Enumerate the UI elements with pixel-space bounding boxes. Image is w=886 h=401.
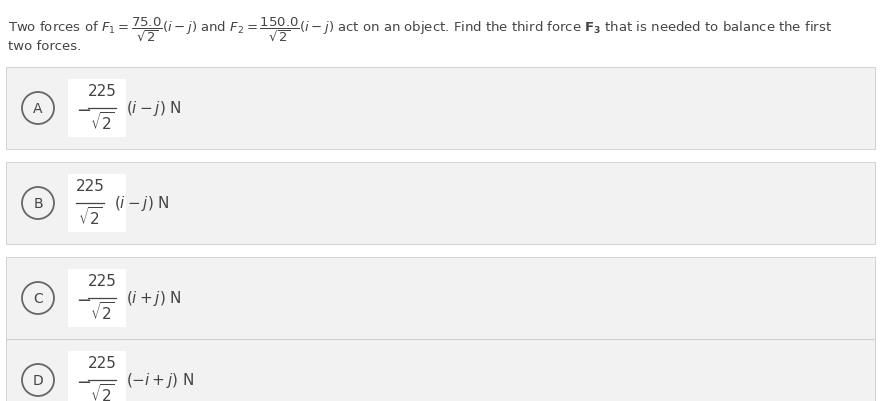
FancyBboxPatch shape [68,174,126,233]
Text: $(i - j)$ N: $(i - j)$ N [114,194,169,213]
Circle shape [22,282,54,314]
FancyBboxPatch shape [6,257,874,339]
FancyBboxPatch shape [68,351,126,401]
Text: $(-i + j)$ N: $(-i + j)$ N [126,371,194,389]
FancyBboxPatch shape [68,269,126,327]
Text: $(i + j)$ N: $(i + j)$ N [126,289,182,308]
Text: $\sqrt{2}$: $\sqrt{2}$ [77,205,103,227]
Text: C: C [33,291,43,305]
Text: 225: 225 [88,84,116,99]
Text: Two forces of $F_1 = \dfrac{75.0}{\sqrt{2}}(i-j)$ and $F_2=\dfrac{150.0}{\sqrt{2: Two forces of $F_1 = \dfrac{75.0}{\sqrt{… [8,16,831,44]
Text: $\sqrt{2}$: $\sqrt{2}$ [89,111,114,133]
Text: $-$: $-$ [76,100,91,118]
Text: 225: 225 [75,178,105,194]
Text: A: A [33,102,43,116]
Circle shape [22,364,54,396]
FancyBboxPatch shape [6,68,874,150]
FancyBboxPatch shape [6,162,874,244]
Text: 225: 225 [88,355,116,370]
Circle shape [22,93,54,125]
Text: 225: 225 [88,273,116,288]
Text: two forces.: two forces. [8,40,82,53]
FancyBboxPatch shape [68,80,126,138]
Text: B: B [33,196,43,211]
Circle shape [22,188,54,219]
Text: $(i - j)$ N: $(i - j)$ N [126,99,182,118]
Text: $-$: $-$ [76,289,91,307]
Text: D: D [33,373,43,387]
Text: $-$: $-$ [76,371,91,389]
Text: $\sqrt{2}$: $\sqrt{2}$ [89,300,114,322]
Text: $\sqrt{2}$: $\sqrt{2}$ [89,382,114,401]
FancyBboxPatch shape [6,339,874,401]
